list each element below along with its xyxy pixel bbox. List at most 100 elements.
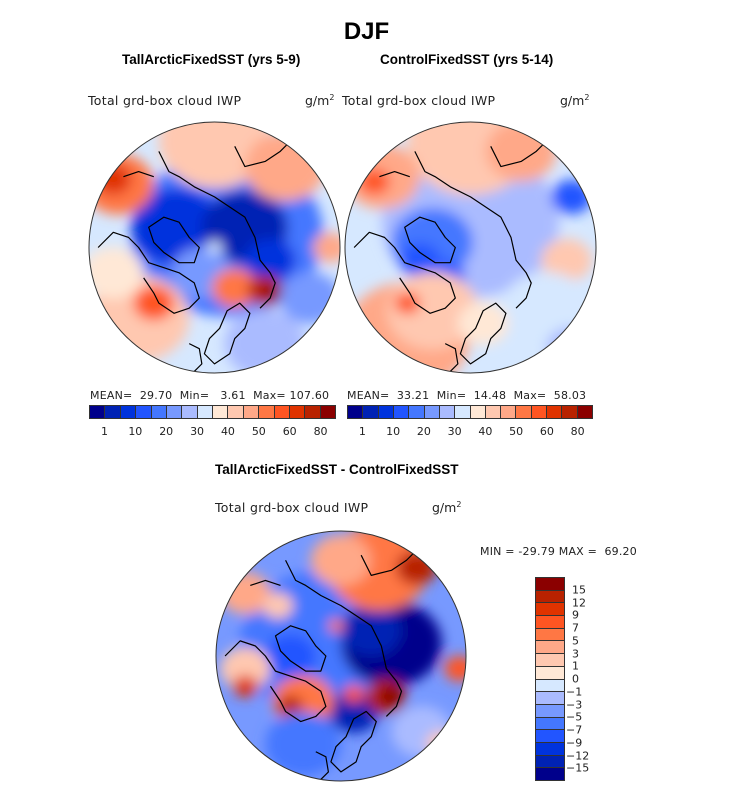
field-contour-region bbox=[262, 592, 294, 619]
colorbar-tick-label: −15 bbox=[566, 761, 590, 775]
min-value: 3.61 bbox=[220, 389, 246, 402]
units-base: g/m bbox=[305, 93, 330, 109]
colorbar-box bbox=[274, 406, 290, 418]
units-base: g/m bbox=[560, 93, 585, 109]
coastlines bbox=[224, 549, 418, 780]
field-contour-region bbox=[394, 292, 420, 314]
map-boundary bbox=[344, 121, 597, 374]
colorbar-tick-label: 7 bbox=[572, 621, 579, 635]
coastline bbox=[123, 171, 154, 178]
colorbar-box bbox=[409, 406, 425, 418]
colorbar-box bbox=[501, 406, 517, 418]
colorbar-tick-label: 30 bbox=[447, 425, 462, 438]
field-layer bbox=[345, 122, 596, 373]
max-value: 107.60 bbox=[289, 389, 330, 402]
variable-label-tallarctic: Total grd-box cloud IWP bbox=[88, 93, 242, 108]
colorbar-box bbox=[536, 679, 564, 693]
field-contour-region bbox=[546, 327, 596, 371]
colorbar-tick-label: 15 bbox=[572, 583, 586, 597]
colorbar-box bbox=[455, 406, 471, 418]
field-contour-region bbox=[220, 571, 271, 615]
units-label-control: g/m2 bbox=[560, 93, 589, 108]
map-control bbox=[344, 121, 597, 374]
colorbar-tick-label: 50 bbox=[251, 425, 266, 438]
field-contour-region bbox=[278, 695, 304, 718]
coastlines bbox=[97, 140, 291, 372]
variable-label-difference: Total grd-box cloud IWP bbox=[215, 500, 369, 515]
colorbar-box bbox=[120, 406, 137, 418]
min-label: MIN = bbox=[480, 545, 515, 558]
units-base: g/m bbox=[432, 500, 457, 516]
colorbar-box bbox=[536, 603, 564, 617]
mean-label: MEAN= bbox=[90, 389, 133, 402]
map-boundary bbox=[88, 121, 341, 374]
field-layer bbox=[216, 531, 466, 781]
colorbar-tick-label: 1 bbox=[358, 425, 366, 438]
field-contour-region bbox=[500, 272, 592, 350]
colorbar-box bbox=[243, 406, 260, 418]
colorbar-box bbox=[136, 406, 152, 418]
colorbar-box bbox=[562, 406, 578, 418]
coastline bbox=[459, 302, 507, 365]
coastline bbox=[315, 751, 329, 780]
coastline bbox=[360, 549, 418, 576]
units-exponent: 2 bbox=[584, 93, 590, 102]
field-contour-region bbox=[343, 685, 364, 703]
colorbar-tick-label: 1 bbox=[100, 425, 108, 438]
colorbar-box bbox=[320, 406, 335, 418]
colorbar-box bbox=[577, 406, 592, 418]
variable-label-control: Total grd-box cloud IWP bbox=[342, 93, 496, 108]
field-contour-region bbox=[244, 238, 296, 282]
map-boundary bbox=[215, 530, 467, 782]
field-contour-region bbox=[265, 712, 341, 777]
stats-tallarctic: MEAN= 29.70 Min= 3.61 Max= 107.60 bbox=[90, 389, 329, 402]
colorbar-box bbox=[536, 628, 564, 642]
colorbar-box bbox=[90, 406, 106, 418]
field-contour-region bbox=[95, 164, 132, 195]
field-layer bbox=[89, 122, 340, 373]
colorbar-tick-label: 5 bbox=[572, 634, 579, 648]
main-title: DJF bbox=[343, 18, 390, 45]
colorbar-box bbox=[393, 406, 410, 418]
max-label: Max= bbox=[513, 389, 547, 402]
coastline bbox=[490, 140, 547, 168]
coastline bbox=[148, 216, 200, 264]
colorbar-tick-label: 10 bbox=[128, 425, 143, 438]
coastline bbox=[353, 231, 456, 314]
colorbar-box bbox=[536, 654, 564, 667]
colorbar-tick-label: 80 bbox=[313, 425, 328, 438]
colorbar-box bbox=[259, 406, 275, 418]
colorbar-tick-label: 1 bbox=[572, 659, 579, 673]
colorbar-box bbox=[536, 755, 564, 769]
colorbar-tick-label: −7 bbox=[566, 723, 583, 737]
colorbar-box bbox=[536, 641, 564, 655]
colorbar-box bbox=[531, 406, 548, 418]
units-exponent: 2 bbox=[329, 93, 335, 102]
min-label: Min= bbox=[436, 389, 467, 402]
colorbar-box bbox=[348, 406, 364, 418]
colorbar-box bbox=[151, 406, 167, 418]
min-value: -29.79 bbox=[518, 545, 556, 558]
mean-value: 33.21 bbox=[396, 389, 430, 402]
min-label: Min= bbox=[179, 389, 210, 402]
colorbar-box bbox=[105, 406, 121, 418]
coastline bbox=[444, 343, 459, 372]
field-contour-region bbox=[89, 246, 144, 299]
colorbar-control bbox=[347, 405, 593, 419]
stats-difference: MIN = -29.79 MAX = 69.20 bbox=[480, 545, 637, 558]
coastline bbox=[234, 140, 291, 168]
colorbar-tick-label: −9 bbox=[566, 736, 583, 750]
colorbar-tick-label: −12 bbox=[566, 749, 590, 762]
field-contour-region bbox=[280, 272, 340, 324]
max-label: Max= bbox=[253, 389, 286, 402]
field-contour-region bbox=[328, 690, 379, 733]
min-value: 14.48 bbox=[473, 389, 507, 402]
colorbar-box bbox=[536, 692, 564, 705]
mean-label: MEAN= bbox=[347, 389, 390, 402]
max-label: MAX = bbox=[558, 545, 598, 558]
max-value: 58.03 bbox=[553, 389, 587, 402]
colorbar-box bbox=[536, 704, 564, 718]
colorbar-box bbox=[536, 578, 564, 591]
coastline bbox=[404, 216, 456, 264]
colorbar-box bbox=[363, 406, 379, 418]
